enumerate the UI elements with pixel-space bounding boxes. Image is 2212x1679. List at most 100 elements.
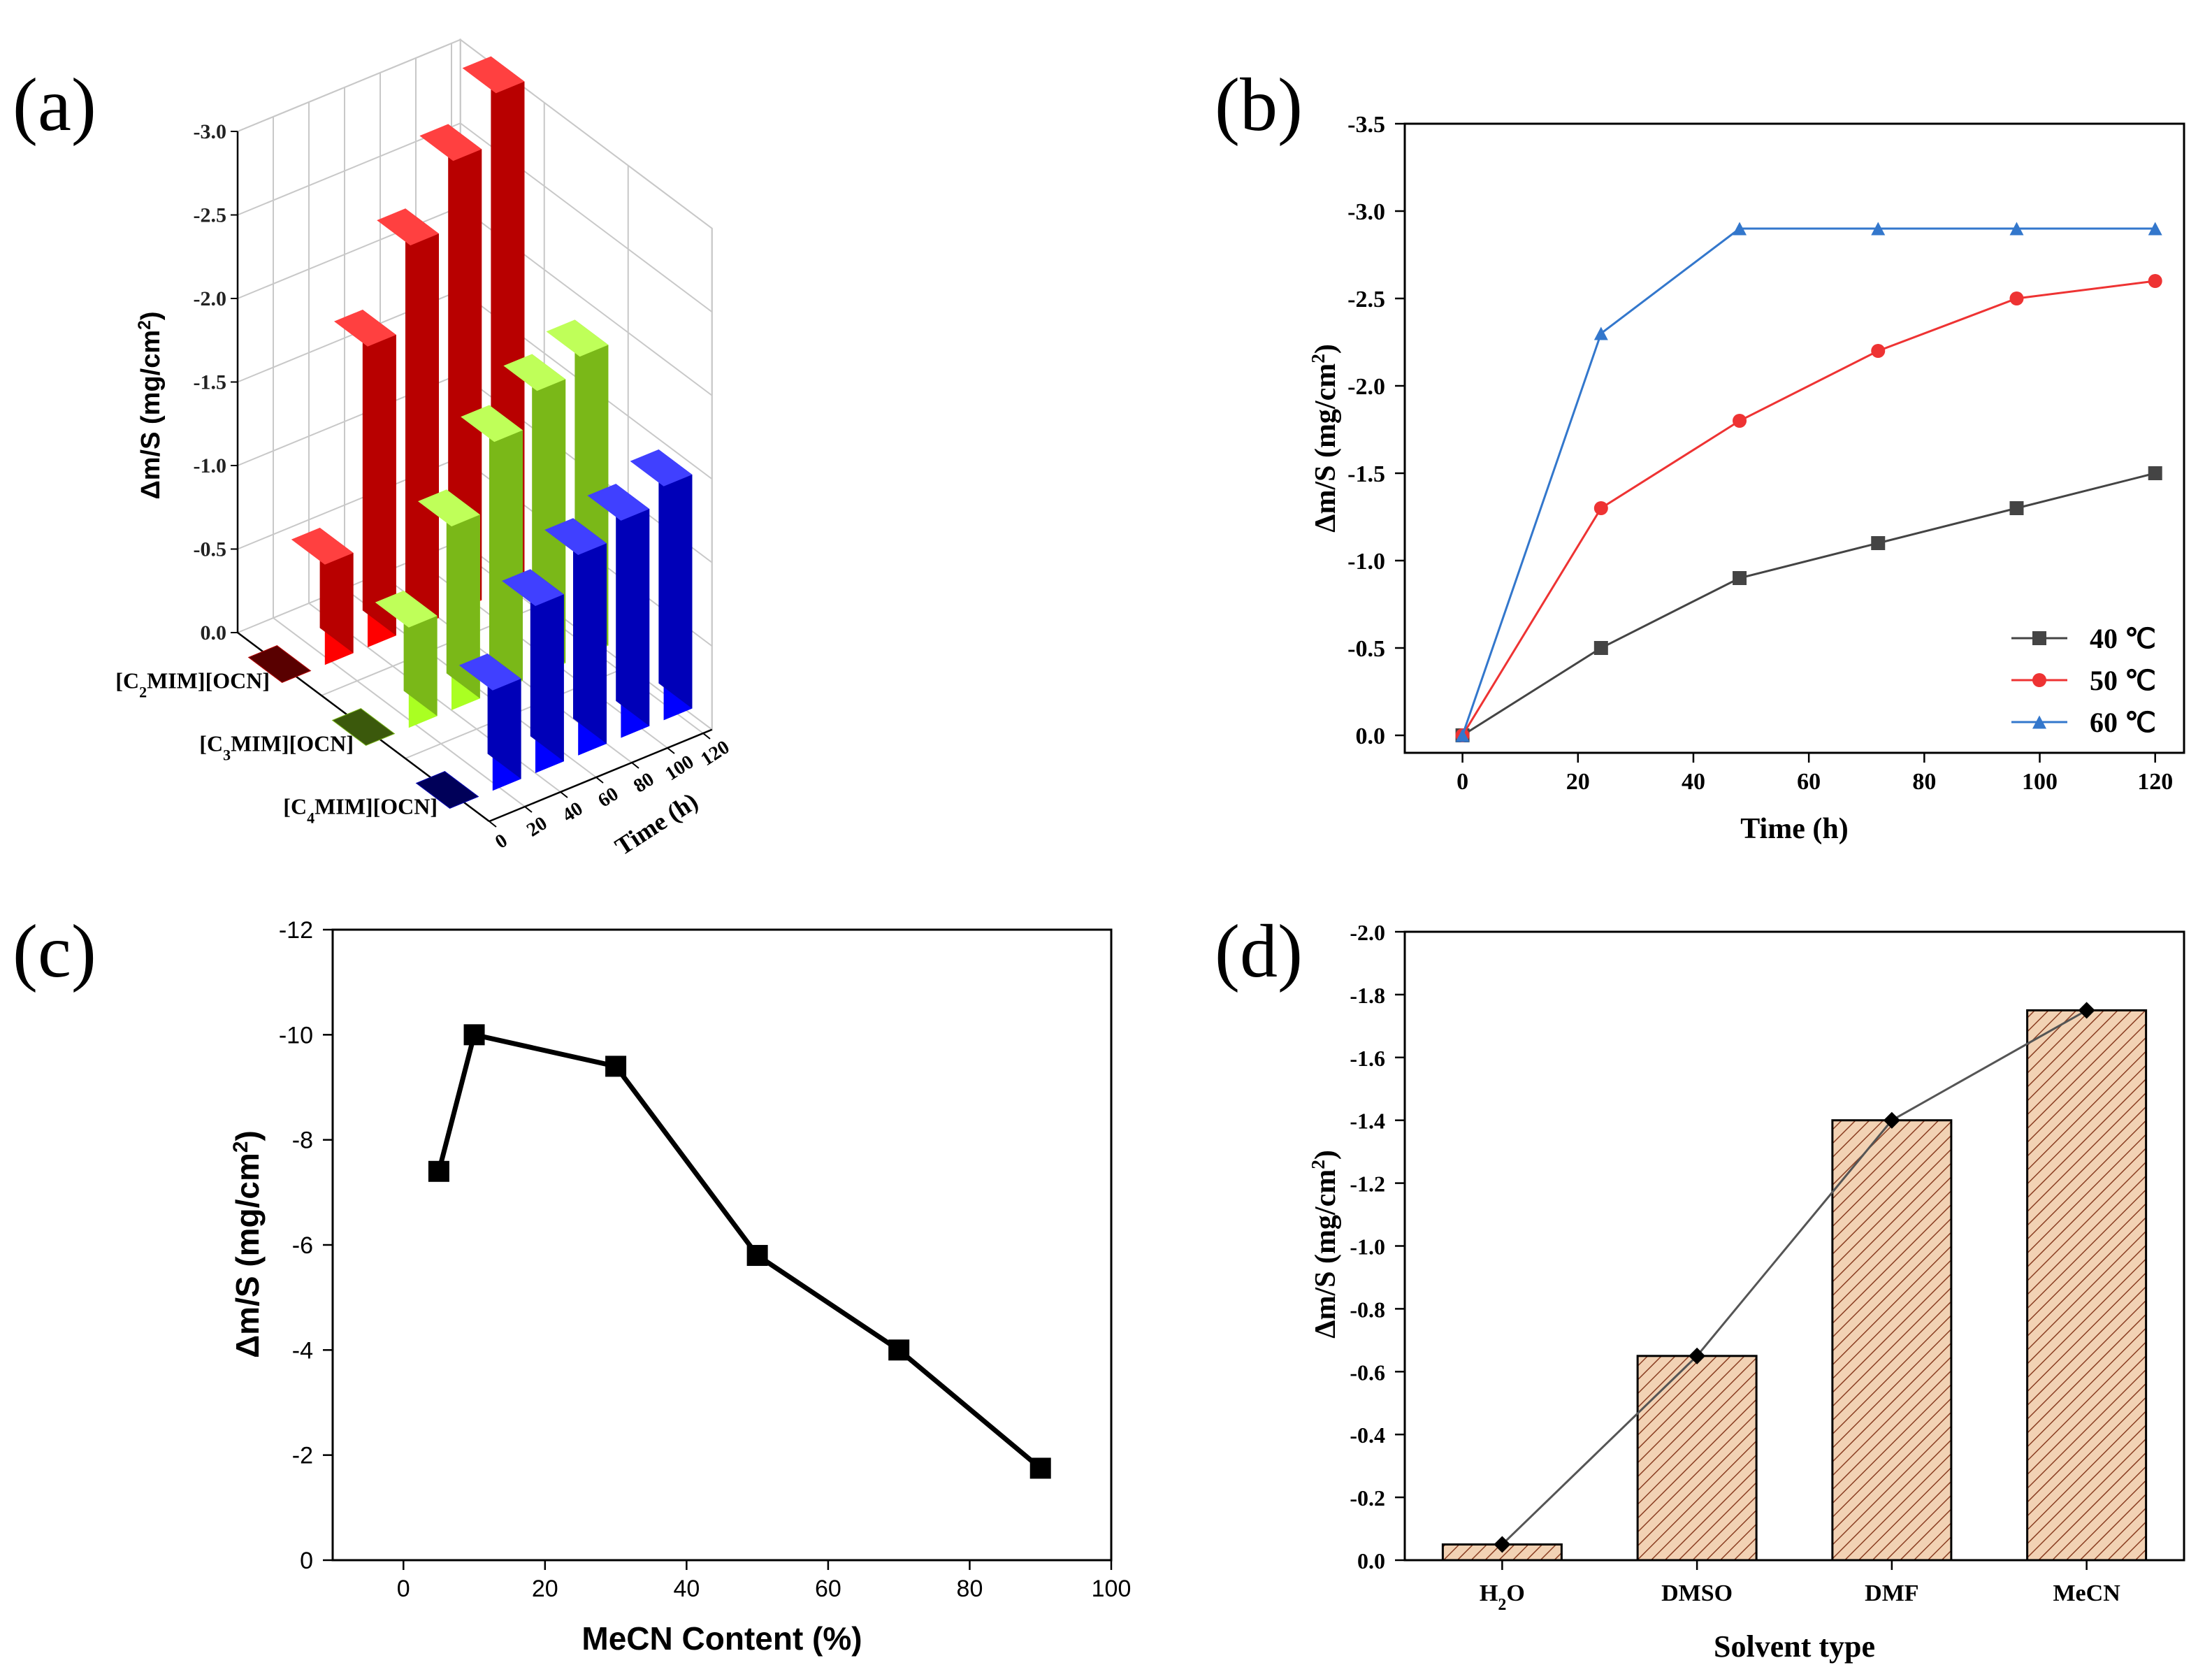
data-point xyxy=(1733,222,1747,236)
y-tick-label: -8 xyxy=(292,1127,313,1154)
bar-3d xyxy=(502,569,564,773)
x-tick-label: H2O xyxy=(1480,1580,1525,1614)
data-point xyxy=(1733,414,1747,428)
bar-top xyxy=(375,591,438,628)
y-axis-label: Δm/S (mg/cm2) xyxy=(229,1130,266,1358)
y-tick-label: -0.5 xyxy=(1347,636,1385,662)
x-axis-label: Time (h) xyxy=(1740,813,1848,845)
time-tick-label: 80 xyxy=(630,768,658,797)
panel-c: (c) 0 20 40 60 80 100 0 -2 -4 -6 -8 -10 -12 MeCN Conte… xyxy=(13,910,1131,1657)
series-label: [C2MIM][OCN] xyxy=(115,668,270,701)
data-point xyxy=(1883,1111,1900,1129)
time-tick-label: 60 xyxy=(594,783,622,812)
x-tick-label: 80 xyxy=(957,1576,983,1602)
legend-label: 40 ℃ xyxy=(2090,623,2156,654)
bar-top xyxy=(544,518,607,555)
x-tick-label: 120 xyxy=(2137,769,2173,795)
bar xyxy=(1636,1355,1758,1562)
legend-marker xyxy=(2032,715,2046,729)
data-point xyxy=(463,1024,485,1046)
y-tick-label: -0.4 xyxy=(1350,1422,1385,1448)
y-tick-label: -3.0 xyxy=(1347,199,1385,225)
y-tick-label: -1.2 xyxy=(1350,1172,1385,1197)
bar-side xyxy=(448,124,482,600)
bar-top xyxy=(546,319,609,357)
data-point xyxy=(428,1160,449,1182)
x-tick-label: 0 xyxy=(1456,769,1468,795)
bar-top xyxy=(503,354,566,391)
floor-grid-t xyxy=(273,617,526,807)
data-point xyxy=(1871,536,1886,550)
legend-label: 60 ℃ xyxy=(2090,707,2156,738)
y-tick-label: -1.5 xyxy=(1347,461,1385,487)
bar-top xyxy=(418,489,480,527)
bar-top xyxy=(502,569,564,606)
bar-3d xyxy=(377,208,439,630)
x-tick-label: 20 xyxy=(1566,769,1590,795)
series-line xyxy=(1461,280,2155,736)
y-axis-label: Δm/S (mg/cm2) xyxy=(1308,1150,1342,1339)
panel-label-a: (a) xyxy=(13,64,96,147)
bar-top xyxy=(461,405,523,442)
bar-top xyxy=(334,310,396,347)
bar-top xyxy=(587,484,650,521)
y-tick-label: -0.6 xyxy=(1350,1360,1385,1385)
data-point xyxy=(2078,1002,2095,1019)
x-tick-label: 40 xyxy=(1682,769,1705,795)
y-tick-label: -1.0 xyxy=(1350,1234,1385,1260)
data-point xyxy=(2009,222,2024,236)
z-tick-label: -0.5 xyxy=(194,538,227,561)
y-tick-label: -1.4 xyxy=(1350,1109,1385,1134)
x-axis-label: Solvent type xyxy=(1714,1629,1875,1664)
data-point xyxy=(2148,222,2162,236)
time-tick xyxy=(524,806,533,813)
z-tick-label: 0.0 xyxy=(201,621,227,644)
time-axis-line xyxy=(489,728,713,823)
plot-frame xyxy=(1403,122,2185,754)
bar-top xyxy=(458,654,521,691)
time-tick xyxy=(667,747,675,754)
data-point xyxy=(1029,1457,1051,1479)
data-point xyxy=(746,1245,768,1267)
time-tick xyxy=(595,777,604,784)
y-tick-label: -2.0 xyxy=(1350,920,1385,945)
bar-3d xyxy=(334,310,396,647)
y-tick-label: -1.8 xyxy=(1350,983,1385,1008)
y-tick-label: -2.5 xyxy=(1347,287,1385,312)
data-point xyxy=(2009,501,2024,515)
x-tick-label: MeCN xyxy=(2053,1580,2120,1606)
bar-3d xyxy=(331,708,396,746)
legend-marker xyxy=(2032,631,2046,645)
bar-side xyxy=(616,484,650,726)
panel-b: (b) 0 20 40 60 80 100 120 0.0 -0.5 -1.0 -1.5 -2.0 -2.… xyxy=(1215,64,2185,845)
data-point xyxy=(1871,344,1886,358)
y-tick-label: -2.0 xyxy=(1347,374,1385,400)
data-point xyxy=(888,1339,910,1361)
time-tick xyxy=(560,791,568,798)
y-tick-label: -3.5 xyxy=(1347,112,1385,138)
data-point xyxy=(1593,641,1608,655)
bar-side xyxy=(446,489,480,699)
bar-3d xyxy=(544,518,607,756)
data-point xyxy=(2148,274,2162,288)
bar-3d xyxy=(415,771,479,809)
time-tick-label: 20 xyxy=(523,812,551,841)
panel-label-d: (d) xyxy=(1215,910,1303,993)
y-axis-label: Δm/S (mg/cm2) xyxy=(1308,344,1342,533)
time-tick-label: 0 xyxy=(491,830,512,853)
trend-line xyxy=(1501,1009,2088,1545)
series-line xyxy=(1461,472,2156,737)
bar-3d xyxy=(419,124,482,612)
data-point xyxy=(1689,1347,1706,1364)
bar xyxy=(1831,1119,1953,1562)
bar-3d xyxy=(418,489,480,710)
bar-side xyxy=(489,405,523,681)
x-tick-label: DMF xyxy=(1865,1580,1918,1606)
z-tick-label: -3.0 xyxy=(194,120,227,143)
time-tick xyxy=(489,821,497,828)
bar-3d xyxy=(247,645,312,683)
x-tick-label: 60 xyxy=(1797,769,1821,795)
bar-top xyxy=(630,449,693,487)
y-tick-label: -12 xyxy=(279,917,313,944)
